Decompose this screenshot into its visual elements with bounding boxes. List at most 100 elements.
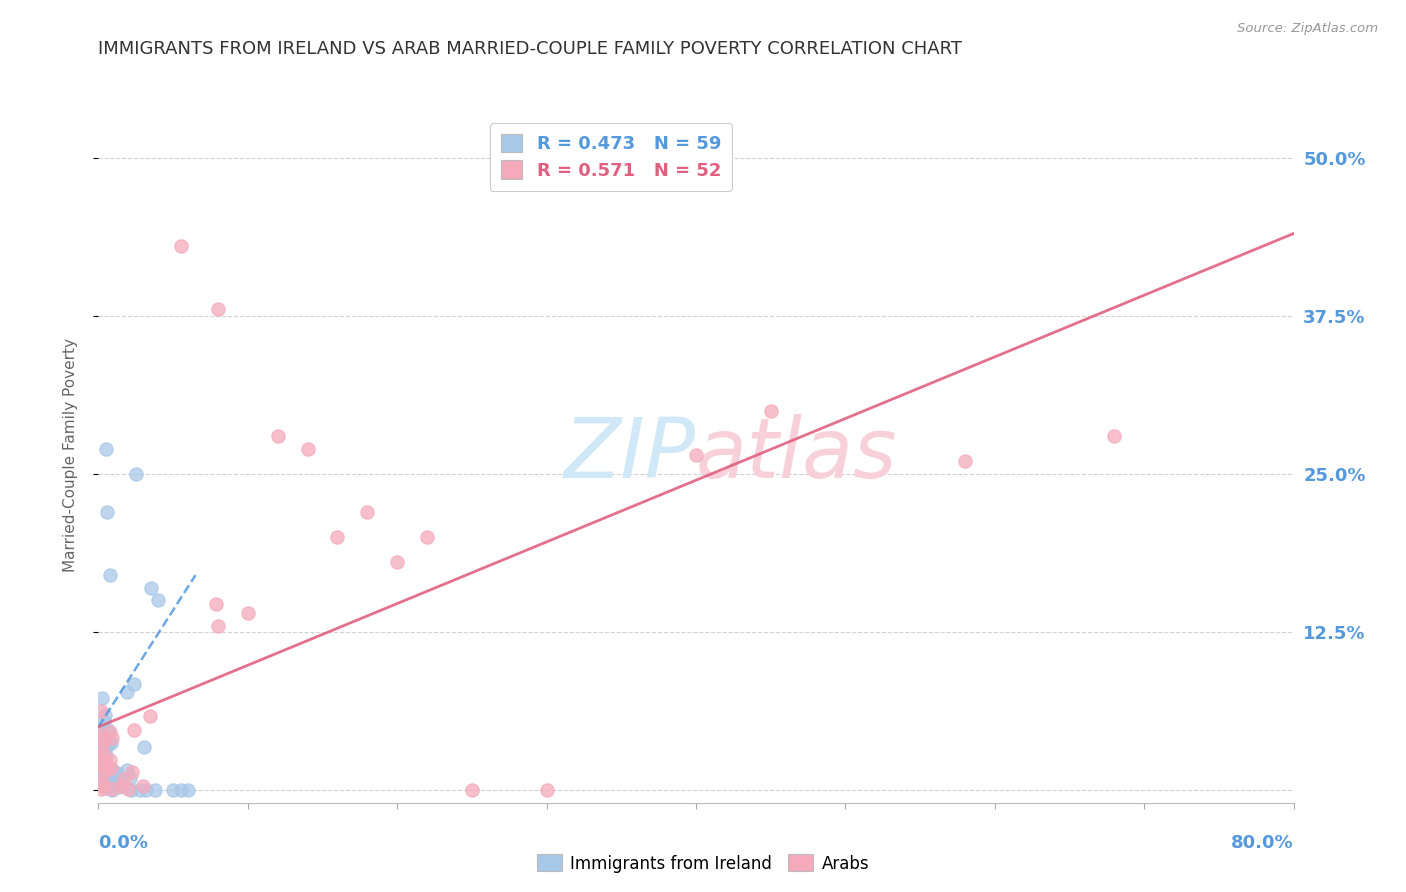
Point [94, 708, 117, 723]
Point [356, 505, 378, 519]
Point [122, 677, 145, 691]
Point [108, 777, 131, 791]
Point [101, 781, 124, 796]
Point [326, 530, 349, 544]
Point [1104, 429, 1126, 443]
Point [96, 766, 118, 780]
Point [89, 751, 111, 765]
Point [121, 765, 143, 780]
Point [90, 747, 112, 761]
Point [90, 781, 112, 796]
Point [90, 704, 112, 718]
Legend: R = 0.473   N = 59, R = 0.571   N = 52: R = 0.473 N = 59, R = 0.571 N = 52 [489, 123, 733, 191]
Point [759, 403, 782, 417]
Point [91, 753, 114, 767]
Point [297, 442, 319, 456]
Point [97, 736, 120, 750]
Point [139, 581, 162, 595]
Point [148, 593, 170, 607]
Point [90, 691, 112, 706]
Point [93, 772, 115, 786]
Point [91, 732, 114, 747]
Text: IMMIGRANTS FROM IRELAND VS ARAB MARRIED-COUPLE FAMILY POVERTY CORRELATION CHART: IMMIGRANTS FROM IRELAND VS ARAB MARRIED-… [98, 40, 963, 58]
Point [97, 723, 120, 738]
Point [267, 429, 290, 443]
Point [112, 772, 135, 786]
Point [124, 723, 146, 737]
Point [93, 764, 115, 778]
Point [94, 757, 117, 772]
Point [94, 442, 117, 456]
Point [93, 744, 115, 758]
Point [94, 781, 117, 796]
Point [110, 779, 132, 793]
Point [91, 760, 114, 774]
Point [94, 756, 117, 770]
Point [89, 743, 111, 757]
Point [100, 735, 122, 749]
Point [143, 783, 166, 797]
Point [94, 740, 117, 755]
Point [93, 756, 115, 771]
Point [98, 774, 121, 789]
Point [94, 747, 117, 762]
Point [93, 733, 115, 747]
Point [91, 764, 114, 779]
Point [98, 724, 121, 739]
Point [120, 772, 142, 786]
Point [204, 597, 226, 611]
Point [132, 779, 155, 793]
Text: 0.0%: 0.0% [98, 834, 149, 852]
Point [101, 783, 124, 797]
Point [90, 776, 112, 790]
Point [91, 746, 114, 760]
Point [89, 759, 111, 773]
Point [96, 760, 118, 774]
Point [416, 530, 439, 544]
Text: Source: ZipAtlas.com: Source: ZipAtlas.com [1237, 22, 1378, 36]
Point [236, 606, 259, 620]
Point [100, 761, 122, 775]
Point [129, 783, 152, 797]
Point [536, 783, 558, 797]
Point [207, 618, 229, 632]
Text: atlas: atlas [696, 415, 897, 495]
Point [96, 763, 118, 777]
Point [91, 748, 114, 763]
Point [162, 783, 184, 797]
Point [89, 755, 111, 769]
Point [132, 740, 155, 755]
Point [105, 766, 128, 780]
Point [94, 760, 117, 774]
Point [169, 239, 191, 253]
Point [96, 771, 118, 785]
Point [107, 780, 129, 794]
Point [96, 505, 118, 519]
Point [90, 728, 112, 742]
Point [117, 781, 139, 796]
Point [91, 744, 114, 758]
Point [100, 568, 122, 582]
Text: ZIP: ZIP [564, 415, 696, 495]
Point [101, 731, 124, 745]
Point [90, 731, 112, 746]
Point [104, 766, 127, 780]
Point [100, 764, 122, 778]
Point [125, 467, 148, 481]
Point [90, 762, 112, 776]
Legend: Immigrants from Ireland, Arabs: Immigrants from Ireland, Arabs [530, 847, 876, 880]
Point [93, 780, 115, 794]
Point [385, 556, 409, 570]
Y-axis label: Married-Couple Family Poverty: Married-Couple Family Poverty [63, 338, 77, 572]
Point [96, 779, 118, 793]
Point [139, 708, 162, 723]
Point [120, 783, 142, 797]
Point [169, 783, 191, 797]
Point [953, 454, 976, 468]
Point [207, 302, 229, 317]
Point [97, 765, 120, 780]
Point [98, 754, 121, 768]
Point [90, 767, 112, 781]
Point [461, 783, 484, 797]
Point [115, 763, 138, 777]
